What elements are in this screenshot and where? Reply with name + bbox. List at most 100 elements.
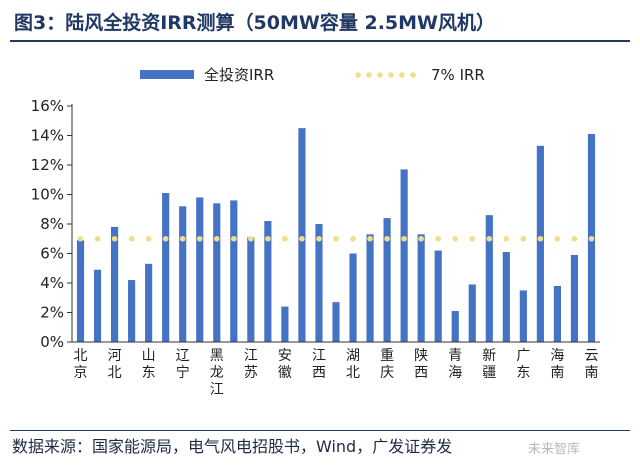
- reference-point: [435, 235, 441, 242]
- reference-point: [520, 235, 527, 242]
- y-tick-label: 2%: [40, 304, 64, 322]
- reference-point: [401, 235, 407, 242]
- bar-series: [76, 128, 596, 343]
- reference-point: [350, 235, 356, 242]
- reference-point: [213, 235, 220, 242]
- bar: [128, 280, 136, 342]
- bar: [247, 237, 255, 342]
- bar: [298, 128, 306, 343]
- category-label: 重庆: [380, 348, 394, 381]
- bar: [349, 253, 357, 342]
- category-label: 青海: [448, 348, 462, 381]
- bar: [519, 290, 527, 343]
- reference-point: [316, 235, 322, 242]
- category-label: 安徽: [278, 348, 292, 381]
- bar: [434, 250, 442, 342]
- y-tick-label: 10%: [31, 186, 64, 204]
- category-label: 云南: [584, 348, 598, 381]
- category-label: 广东: [516, 348, 530, 381]
- category-label: 江西: [312, 348, 326, 381]
- bar: [264, 221, 272, 342]
- y-tick-label: 4%: [40, 274, 64, 292]
- category-label: 海南: [550, 348, 564, 381]
- title-divider: [10, 40, 630, 42]
- chart-legend: 全投资IRR 7% IRR: [140, 66, 485, 84]
- category-label: 陕西: [414, 348, 428, 381]
- y-tick-label: 14%: [31, 127, 64, 145]
- legend-swatch-dot: [355, 72, 361, 78]
- reference-point: [486, 235, 493, 242]
- irr-bar-chart: 全投资IRR 7% IRR 0% 2% 4% 6% 8% 10% 12% 14% 16% 北京河北…: [31, 66, 600, 398]
- bar: [196, 197, 204, 342]
- legend-swatch-dot: [366, 72, 372, 78]
- legend-swatch-dot: [388, 72, 394, 78]
- bar: [417, 234, 425, 342]
- bar: [553, 285, 561, 342]
- legend-label-bar: 全投资IRR: [204, 66, 274, 84]
- bar: [213, 203, 221, 342]
- reference-point: [571, 235, 578, 242]
- reference-point: [503, 235, 510, 242]
- category-label: 黑龙江: [210, 348, 224, 398]
- reference-point: [77, 235, 84, 242]
- category-label: 新疆: [482, 348, 496, 381]
- legend-swatch-dot: [399, 72, 405, 78]
- bar: [76, 240, 85, 342]
- bar: [366, 234, 374, 342]
- reference-point: [128, 235, 135, 242]
- y-tick-label: 16%: [31, 97, 64, 115]
- category-label: 北京: [74, 348, 88, 381]
- reference-point: [537, 235, 544, 242]
- category-label: 辽宁: [176, 348, 190, 381]
- watermark-text: 未来智库: [528, 442, 581, 457]
- reference-point: [111, 235, 118, 242]
- reference-point: [452, 235, 459, 242]
- reference-point: [196, 235, 203, 242]
- reference-point: [588, 235, 595, 242]
- legend-swatch-bar: [140, 70, 194, 79]
- reference-point: [282, 235, 288, 242]
- reference-point: [265, 235, 271, 242]
- y-axis: 0% 2% 4% 6% 8% 10% 12% 14% 16%: [31, 97, 73, 351]
- category-label: 江苏: [244, 348, 258, 381]
- bar: [451, 311, 459, 342]
- reference-point: [469, 235, 476, 242]
- bar: [468, 284, 476, 342]
- bar: [162, 193, 170, 342]
- bar: [93, 269, 102, 342]
- figure-title: 图3：陆风全投资IRR测算（50MW容量 2.5MW风机）: [14, 12, 495, 34]
- bar: [485, 215, 493, 342]
- bar: [570, 254, 579, 342]
- reference-point: [179, 235, 186, 242]
- y-tick-label: 6%: [40, 245, 64, 263]
- bar: [315, 224, 323, 342]
- bar: [383, 218, 391, 342]
- reference-series: [77, 235, 595, 242]
- reference-point: [299, 235, 305, 242]
- bar: [502, 252, 510, 342]
- reference-point: [162, 235, 169, 242]
- legend-swatch-dot: [410, 72, 416, 78]
- reference-point: [145, 235, 152, 242]
- source-note: 数据来源：国家能源局，电气风电招股书，Wind，广发证券发: [12, 437, 453, 456]
- reference-point: [231, 235, 237, 242]
- bar: [332, 302, 340, 342]
- bar: [400, 169, 408, 342]
- bar: [536, 145, 544, 342]
- y-tick-label: 12%: [31, 156, 64, 174]
- bar: [179, 206, 187, 342]
- bar: [111, 226, 119, 342]
- reference-point: [384, 235, 390, 242]
- category-label: 河北: [108, 348, 122, 381]
- reference-point: [418, 235, 424, 242]
- reference-point: [333, 235, 339, 242]
- y-tick-label: 0%: [40, 333, 64, 351]
- legend-swatch-dot: [377, 72, 383, 78]
- y-tick-label: 8%: [40, 215, 64, 233]
- reference-point: [248, 235, 254, 242]
- reference-point: [94, 235, 101, 242]
- reference-point: [367, 235, 373, 242]
- legend-label-reference: 7% IRR: [431, 66, 485, 84]
- bar: [230, 200, 238, 342]
